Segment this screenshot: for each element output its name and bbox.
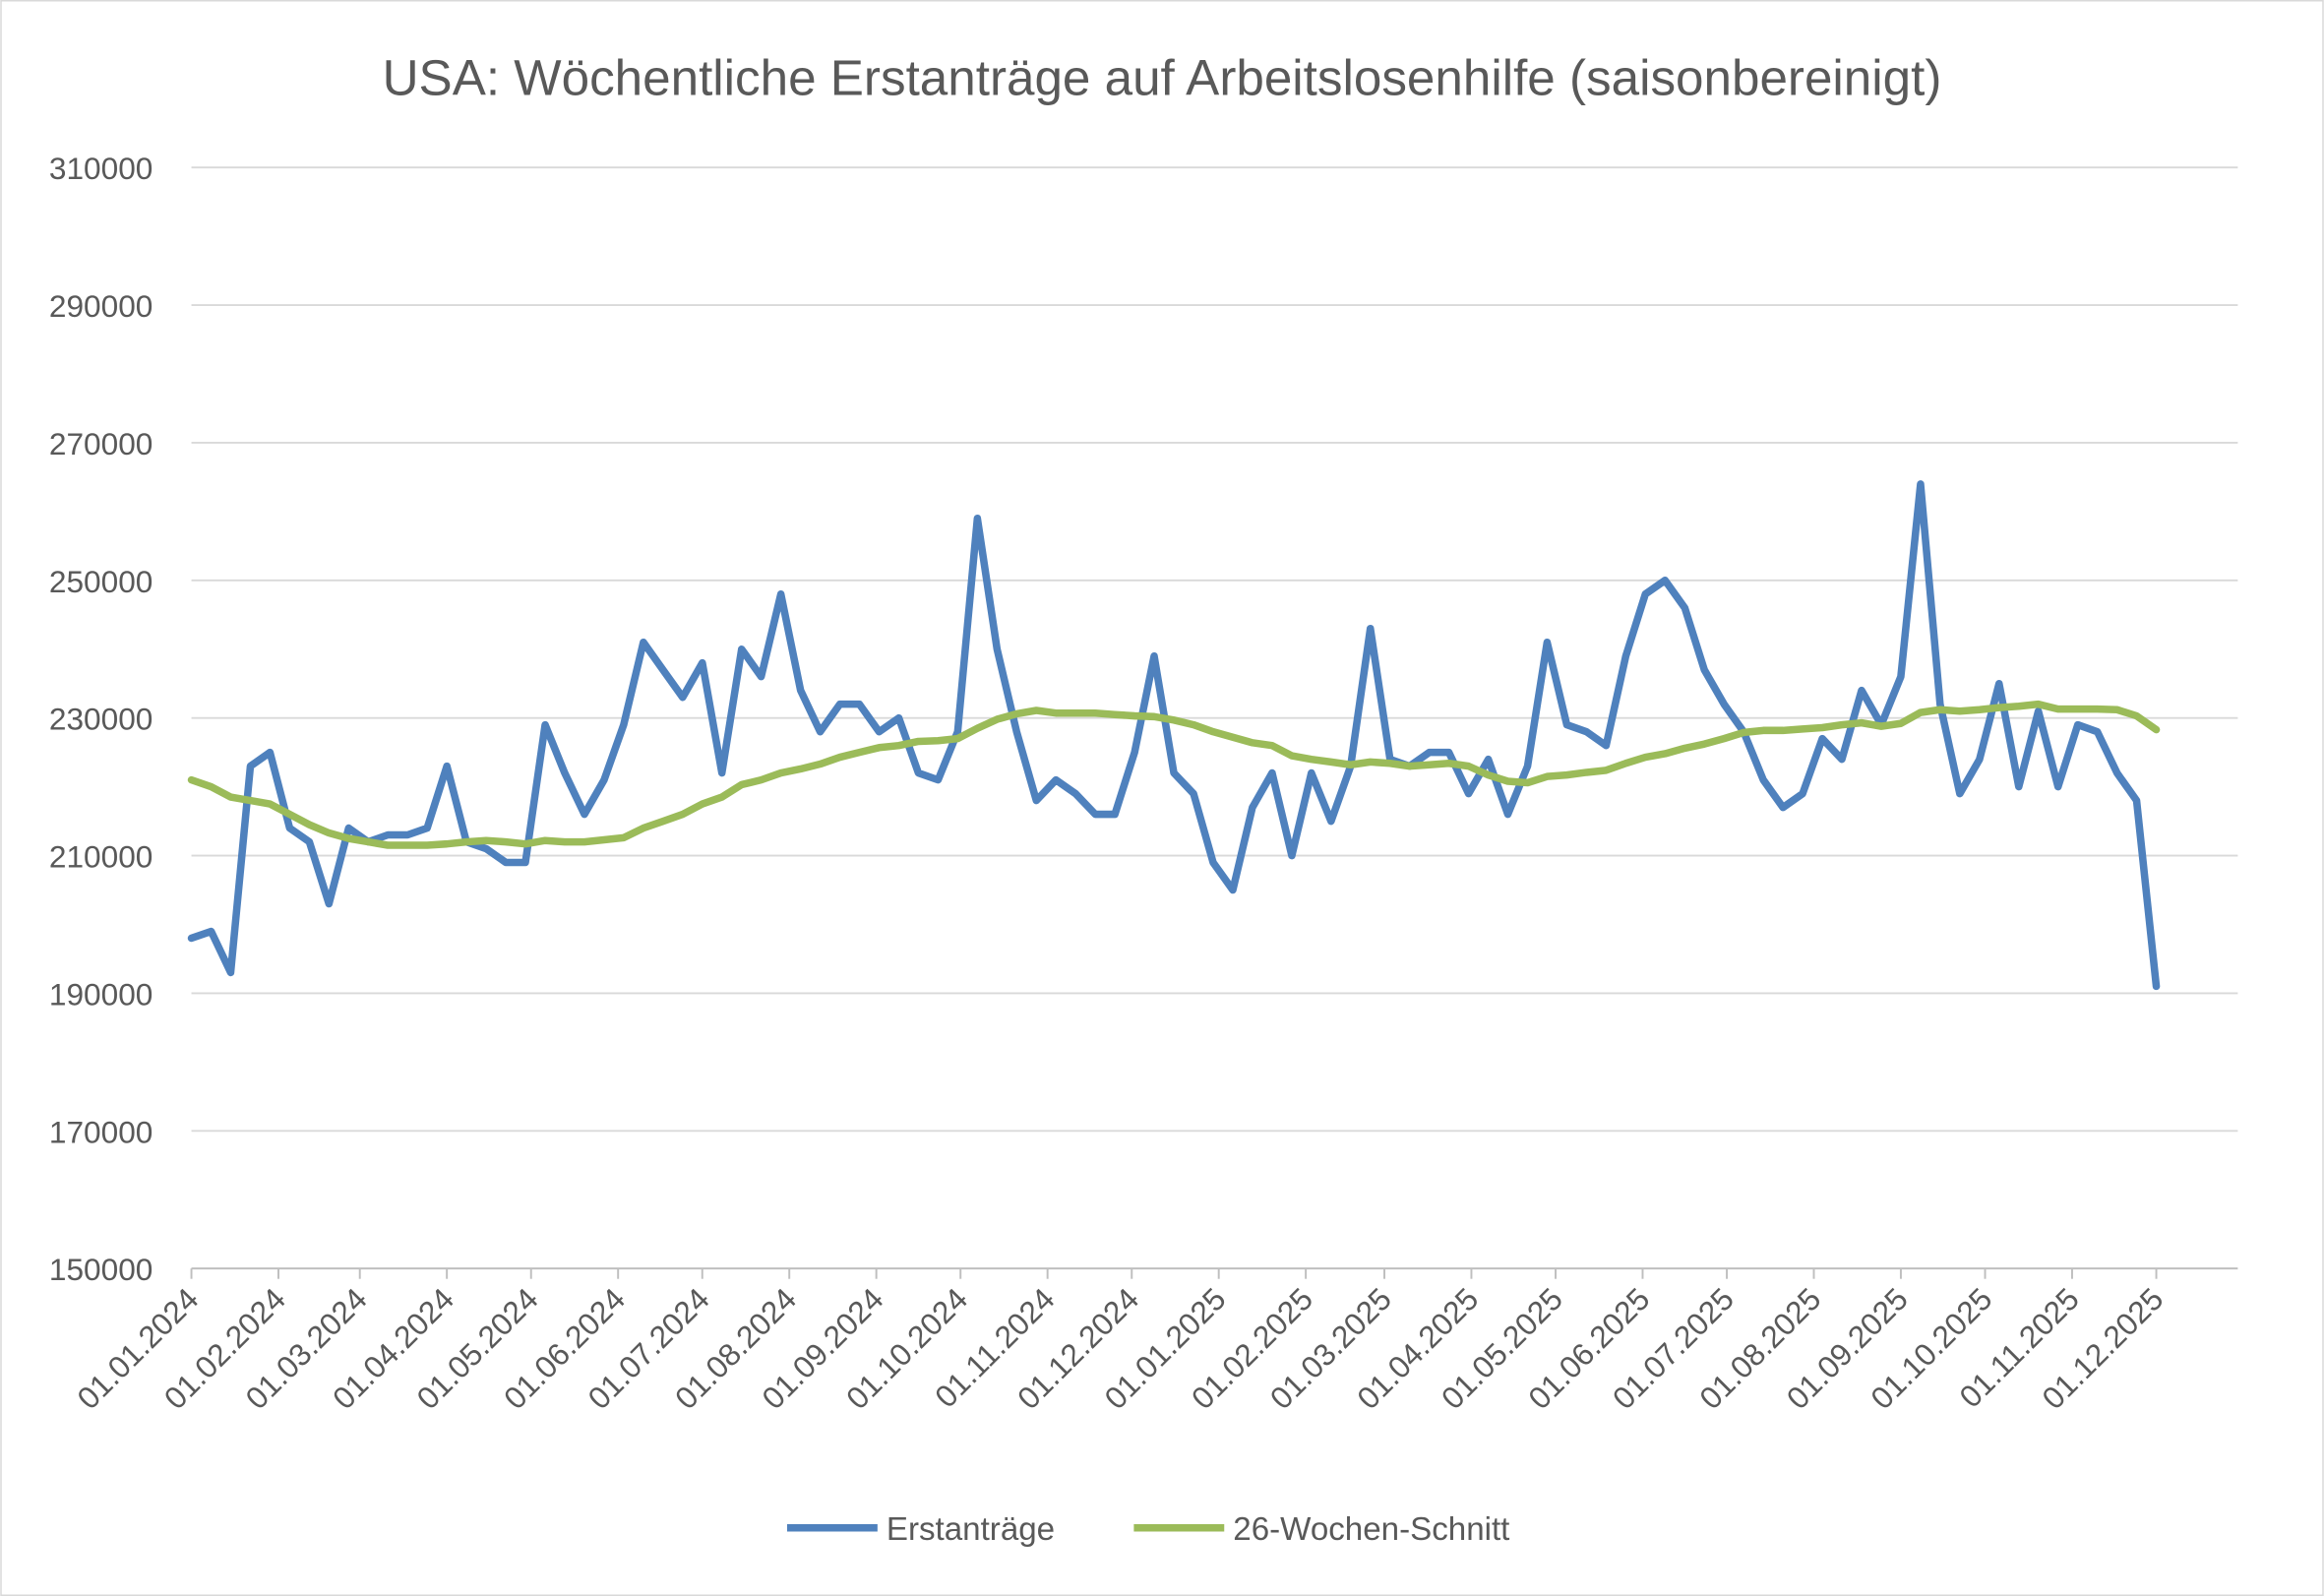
y-tick-label: 310000 [49, 151, 153, 186]
y-tick-label: 210000 [49, 839, 153, 875]
y-tick-label: 230000 [49, 702, 153, 737]
y-tick-label: 170000 [49, 1114, 153, 1149]
y-tick-label: 250000 [49, 564, 153, 599]
legend-item-26-wochen-schnitt: 26-Wochen-Schnitt [1133, 1511, 1509, 1548]
series-lines [187, 480, 2161, 991]
y-tick-label: 150000 [49, 1252, 153, 1287]
legend: Erstanträge 26-Wochen-Schnitt [786, 1511, 1509, 1548]
gridlines [191, 166, 2238, 1133]
legend-label-erstantraege: Erstanträge [887, 1511, 1055, 1548]
y-tick-label: 270000 [49, 426, 153, 461]
y-axis: 150000 170000 190000 210000 230000 250000 2700… [49, 151, 153, 1287]
y-tick-label: 290000 [49, 288, 153, 324]
y-tick-label: 190000 [49, 976, 153, 1012]
legend-label-26-wochen-schnitt: 26-Wochen-Schnitt [1233, 1511, 1509, 1548]
legend-item-erstantraege: Erstanträge [786, 1511, 1055, 1548]
chart-title: USA: Wöchentliche Erstanträge auf Arbeit… [383, 49, 1942, 105]
